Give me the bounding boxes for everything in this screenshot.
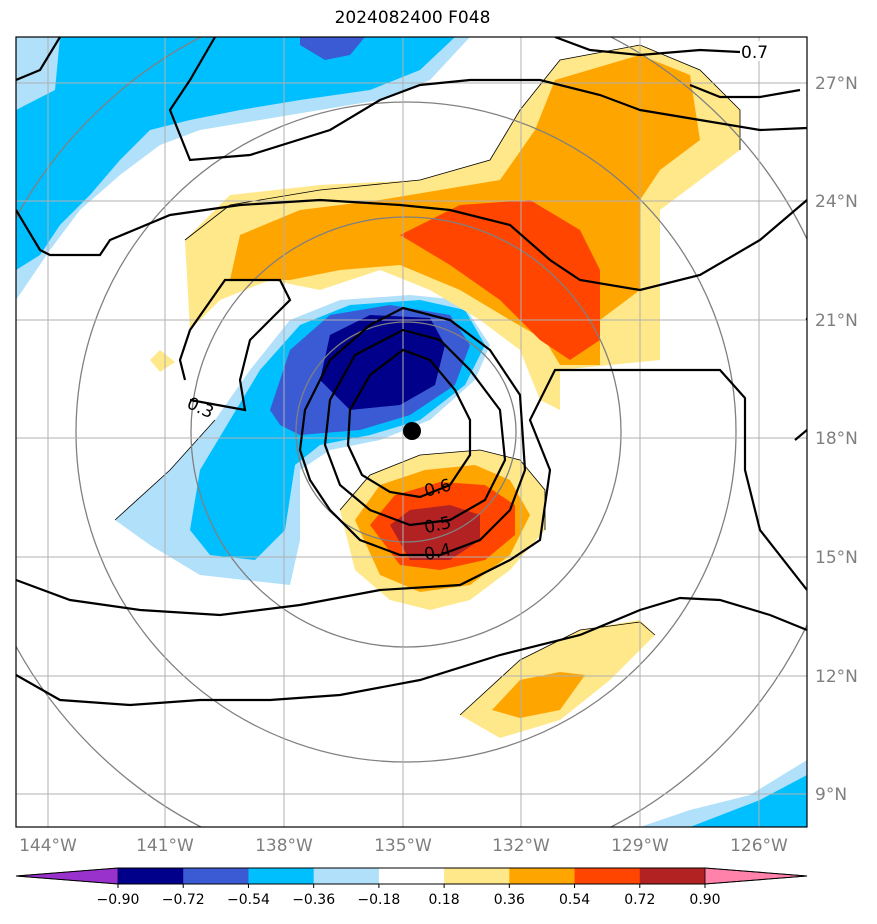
lat-label: 15°N — [815, 548, 858, 568]
lat-label: 9°N — [815, 785, 847, 805]
colorbar-tick-label: 0.36 — [494, 892, 525, 908]
lat-label: 12°N — [815, 667, 858, 687]
longitude-labels: 144°W 141°W 138°W 135°W 132°W 129°W 126°… — [19, 836, 788, 856]
colorbar-tick-label: −0.72 — [162, 892, 205, 908]
colorbar-segment — [248, 868, 315, 884]
lon-label: 135°W — [374, 836, 432, 856]
range-rings — [16, 37, 807, 827]
storm-center-marker — [403, 422, 421, 440]
negative-anomaly-fill — [16, 37, 807, 827]
thick-contours — [16, 37, 807, 707]
colorbar-tick-label: 0.90 — [689, 892, 720, 908]
colorbar-tick-label: 0.18 — [429, 892, 460, 908]
lon-label: 138°W — [255, 836, 313, 856]
colorbar-extend-high — [704, 867, 808, 885]
colorbar-extend-low — [15, 867, 119, 885]
colorbar — [15, 867, 808, 885]
colorbar-segment — [509, 868, 576, 884]
colorbar-segment — [378, 868, 445, 884]
lon-label: 129°W — [611, 836, 669, 856]
colorbar-segment — [118, 868, 184, 884]
lat-label: 21°N — [815, 311, 858, 331]
colorbar-segment — [444, 868, 510, 884]
colorbar-segment — [313, 868, 380, 884]
lon-label: 132°W — [492, 836, 550, 856]
lon-label: 141°W — [136, 836, 194, 856]
colorbar-segment — [574, 868, 641, 884]
map-title: 2024082400 F048 — [334, 8, 491, 28]
colorbar-segment — [183, 868, 249, 884]
colorbar-tick-label: 0.72 — [624, 892, 655, 908]
colorbar-tick-label: −0.90 — [97, 892, 140, 908]
latitude-labels: 27°N 24°N 21°N 18°N 15°N 12°N 9°N — [815, 74, 858, 805]
colorbar-segment — [639, 868, 706, 884]
colorbar-tick-label: −0.36 — [292, 892, 335, 908]
lat-label: 24°N — [815, 192, 858, 212]
lon-label: 126°W — [730, 836, 788, 856]
colorbar-tick-label: −0.54 — [227, 892, 270, 908]
lat-label: 27°N — [815, 74, 858, 94]
colorbar-tick-labels: −0.90 −0.72 −0.54 −0.36 −0.18 0.18 0.36 0.54 0.7… — [97, 884, 721, 908]
colorbar-tick-label: 0.54 — [559, 892, 590, 908]
contour-label-0-7: 0.7 — [741, 43, 768, 63]
lon-label: 144°W — [19, 836, 77, 856]
lat-label: 18°N — [815, 429, 858, 449]
plot-frame — [15, 36, 808, 828]
colorbar-tick-label: −0.18 — [357, 892, 400, 908]
